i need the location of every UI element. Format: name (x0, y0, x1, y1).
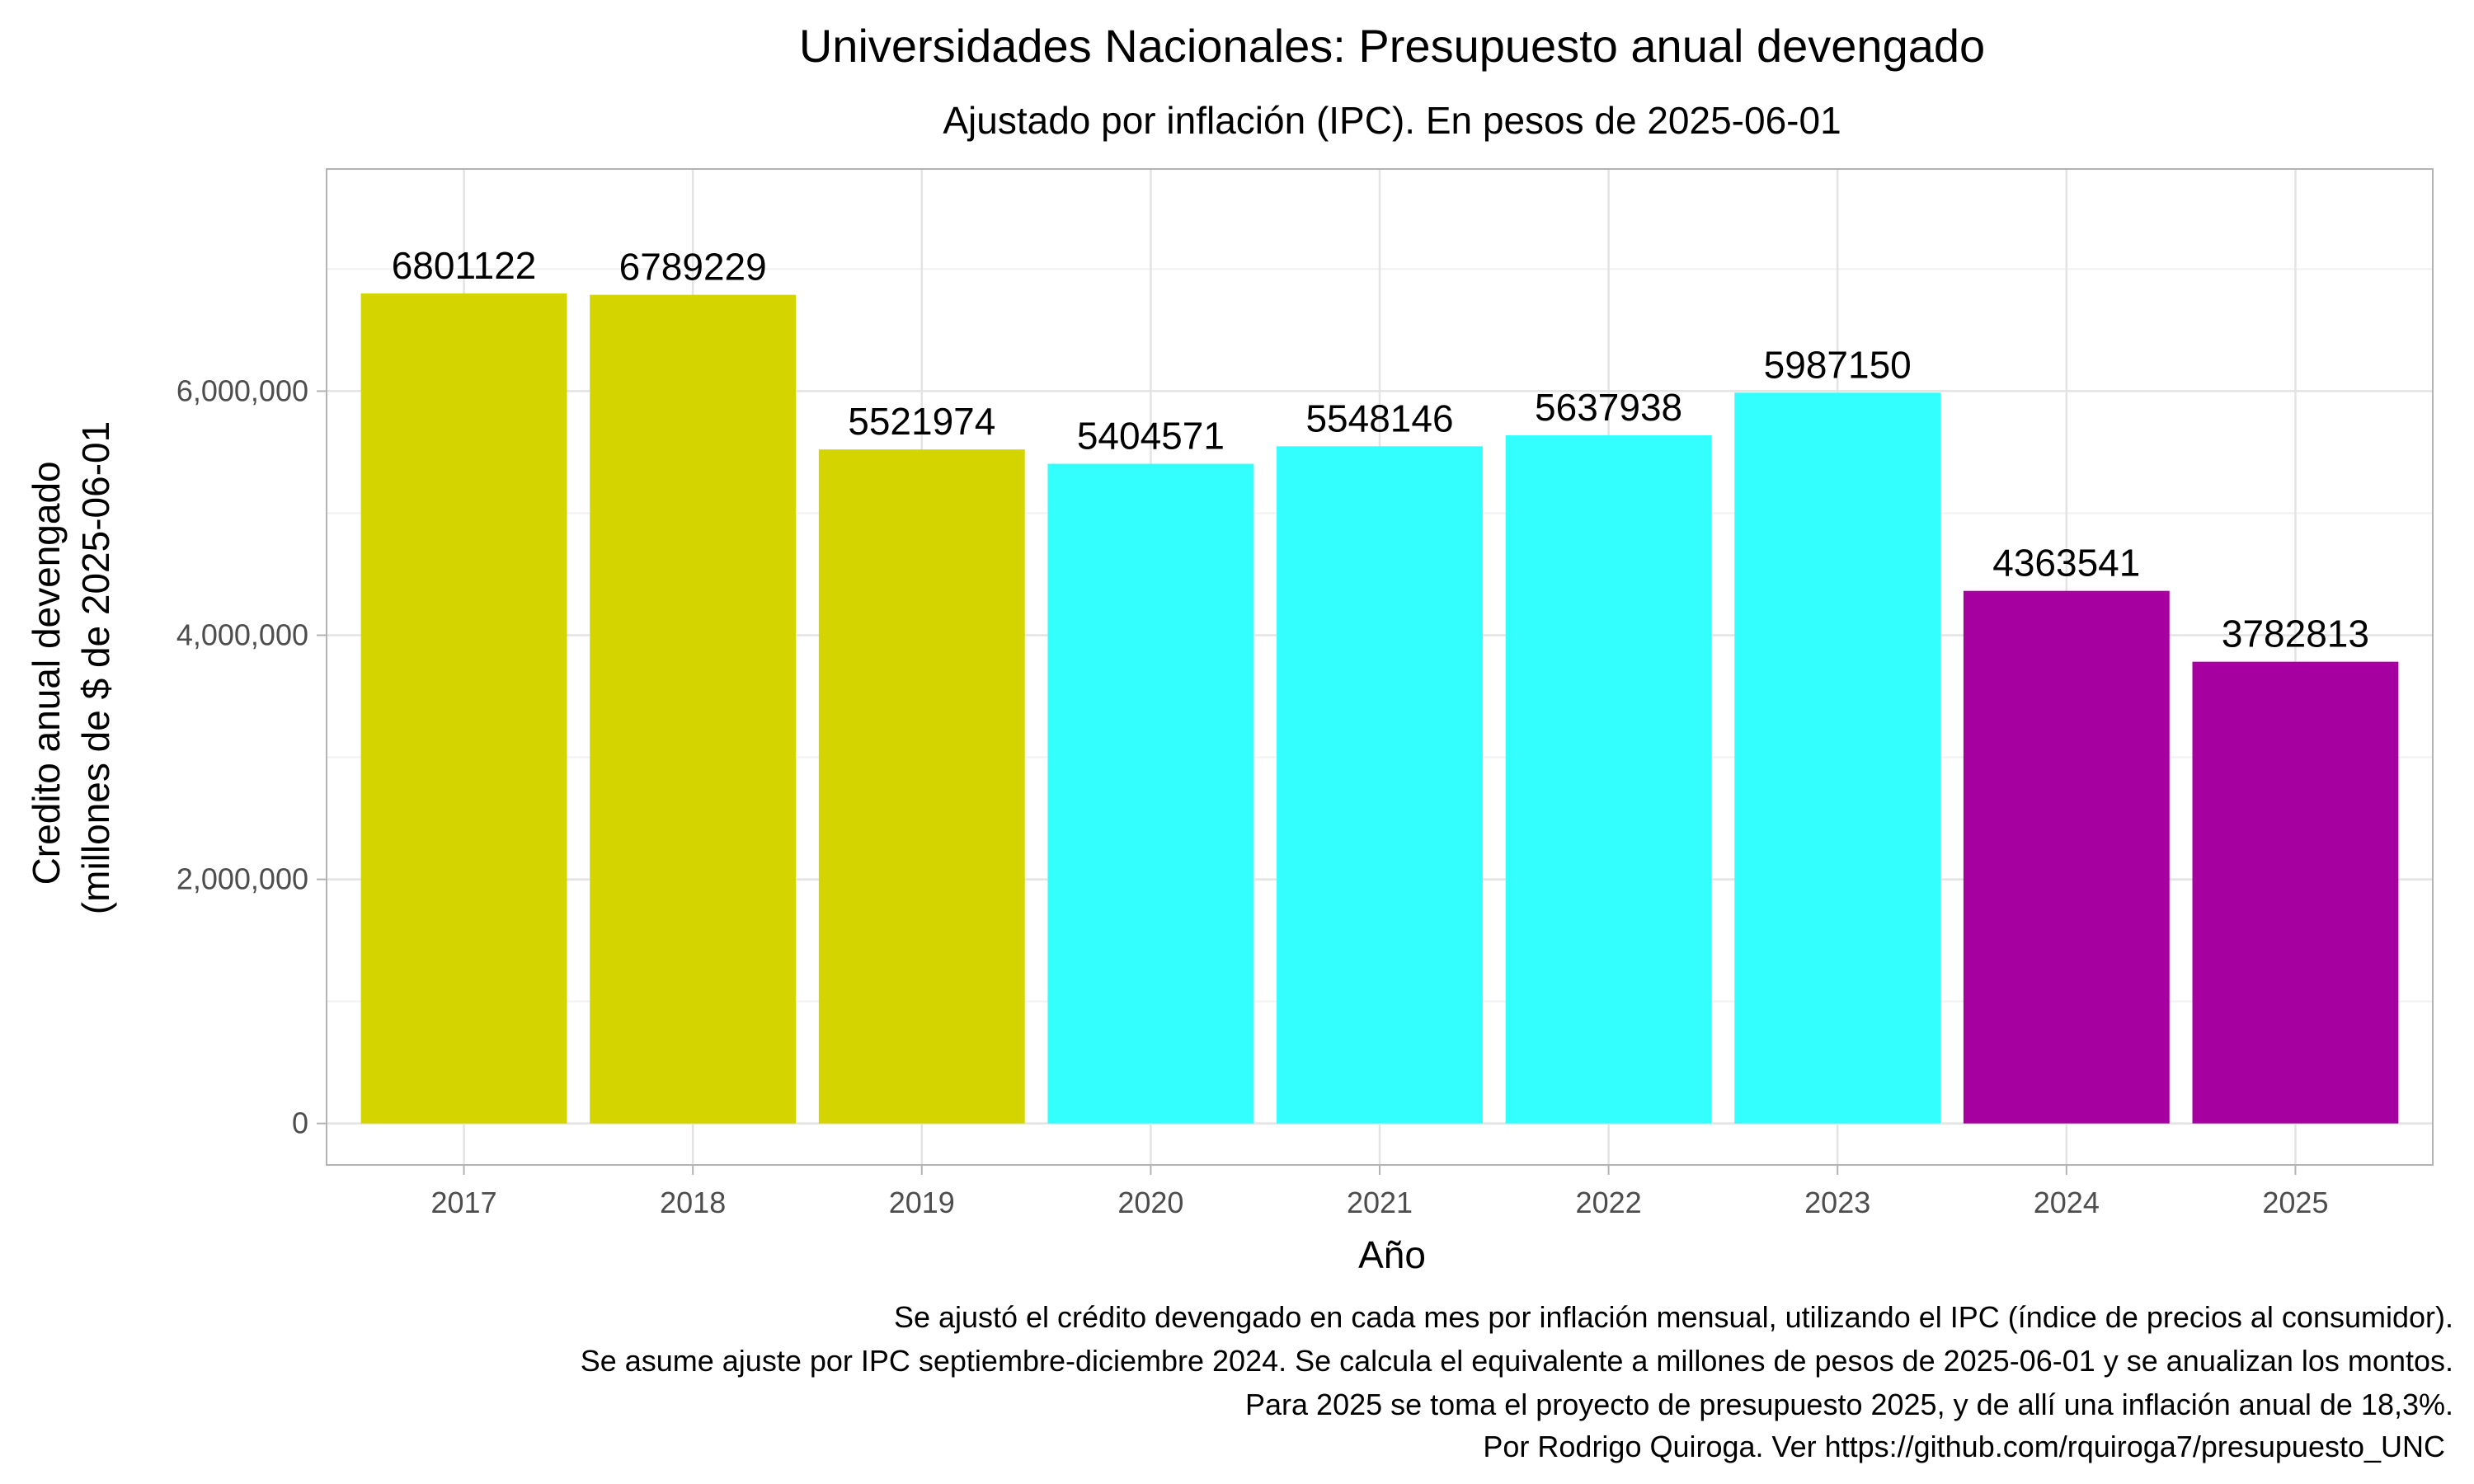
y-axis-title-line-1: Credito anual devengado (25, 461, 68, 885)
bar-value-label: 5521974 (848, 400, 995, 443)
y-axis-title: Credito anual devengado (millones de $ d… (25, 421, 117, 914)
bar-value-label: 4363541 (1992, 542, 2140, 585)
x-tick-label: 2024 (2034, 1186, 2100, 1219)
bar-value-label: 6801122 (392, 244, 537, 287)
bar-value-label: 5548146 (1305, 397, 1453, 439)
x-tick-label: 2022 (1576, 1186, 1642, 1219)
bar-2024 (1963, 590, 2170, 1124)
y-axis: 0 2,000,000 4,000,000 6,000,000 (176, 373, 327, 1140)
x-tick-label: 2021 (1347, 1186, 1413, 1219)
bar-value-label: 5404571 (1077, 415, 1225, 458)
bar-2021 (1277, 446, 1483, 1124)
caption-line-2: Se asume ajuste por IPC septiembre-dicie… (581, 1344, 2453, 1378)
caption-line-3: Para 2025 se toma el proyecto de presupu… (1245, 1388, 2453, 1421)
x-tick-label: 2018 (660, 1186, 726, 1219)
x-tick-label: 2025 (2262, 1186, 2328, 1219)
bar-2022 (1505, 435, 1712, 1124)
caption: Se ajustó el crédito devengado en cada m… (581, 1300, 2453, 1463)
caption-line-4: Por Rodrigo Quiroga. Ver https://github.… (1483, 1430, 2445, 1463)
x-tick-label: 2023 (1804, 1186, 1870, 1219)
bar-value-label: 6789229 (619, 246, 767, 289)
bar-2020 (1047, 463, 1254, 1124)
chart-subtitle: Ajustado por inflación (IPC). En pesos d… (943, 99, 1841, 142)
bar-2017 (360, 293, 567, 1124)
y-tick-label: 4,000,000 (176, 618, 308, 652)
bar-value-label: 3782813 (2222, 613, 2369, 655)
y-axis-title-line-2: (millones de $ de 2025-06-01 (74, 421, 117, 914)
bar-value-label: 5637938 (1535, 386, 1682, 429)
bar-2019 (818, 449, 1025, 1124)
bars (360, 293, 2399, 1124)
x-axis-title: Año (1358, 1233, 1426, 1276)
bar-labels: 6801122 6789229 5521974 5404571 5548146 56379… (392, 244, 2369, 655)
bar-2018 (590, 294, 797, 1124)
bar-2023 (1734, 392, 1941, 1124)
caption-line-1: Se ajustó el crédito devengado en cada m… (894, 1300, 2453, 1334)
y-tick-label: 0 (292, 1106, 308, 1140)
x-tick-label: 2020 (1117, 1186, 1183, 1219)
chart-title: Universidades Nacionales: Presupuesto an… (799, 20, 1985, 72)
x-tick-label: 2019 (889, 1186, 955, 1219)
x-tick-label: 2017 (431, 1186, 497, 1219)
x-axis: 2017 2018 2019 2020 2021 2022 2023 2024 2025 (431, 1165, 2328, 1219)
bar-2025 (2192, 661, 2399, 1124)
bar-value-label: 5987150 (1764, 343, 1912, 386)
y-tick-label: 6,000,000 (176, 373, 308, 407)
y-tick-label: 2,000,000 (176, 862, 308, 896)
